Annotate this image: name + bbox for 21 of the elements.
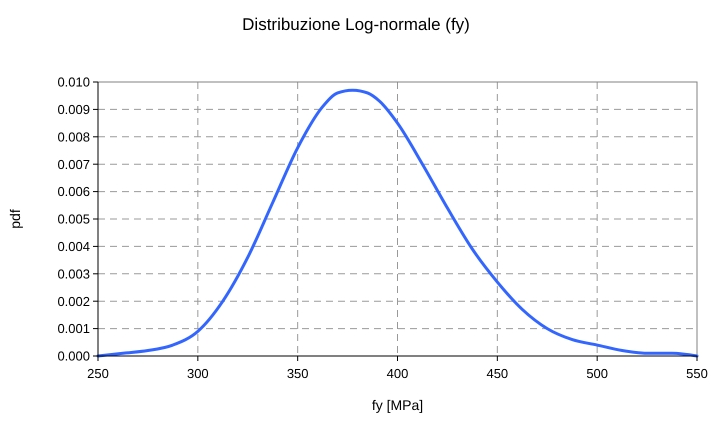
y-tick-label: 0.009 bbox=[57, 102, 90, 117]
x-tick-label: 550 bbox=[686, 366, 708, 381]
y-tick-label: 0.006 bbox=[57, 184, 90, 200]
y-tick-label: 0.004 bbox=[57, 238, 90, 254]
y-tick-label: 0.010 bbox=[57, 74, 90, 90]
x-tick-label: 400 bbox=[386, 366, 408, 381]
y-tick-label: 0.008 bbox=[57, 129, 90, 144]
x-tick-label: 250 bbox=[87, 366, 109, 381]
y-tick-label: 0.001 bbox=[57, 321, 90, 336]
y-tick-label: 0.002 bbox=[57, 294, 90, 309]
y-tick-label: 0.003 bbox=[57, 266, 90, 282]
x-tick-label: 500 bbox=[586, 366, 608, 381]
x-tick-label: 300 bbox=[186, 366, 209, 381]
x-tick-label: 350 bbox=[286, 366, 309, 381]
x-axis-title: fy [MPa] bbox=[372, 397, 424, 413]
x-tick-label: 450 bbox=[486, 366, 508, 381]
chart-title: Distribuzione Log-normale (fy) bbox=[242, 15, 470, 34]
y-tick-label: 0.005 bbox=[57, 212, 90, 227]
y-tick-label: 0.000 bbox=[57, 348, 90, 364]
y-axis-title: pdf bbox=[7, 209, 23, 229]
y-tick-label: 0.007 bbox=[57, 156, 90, 172]
